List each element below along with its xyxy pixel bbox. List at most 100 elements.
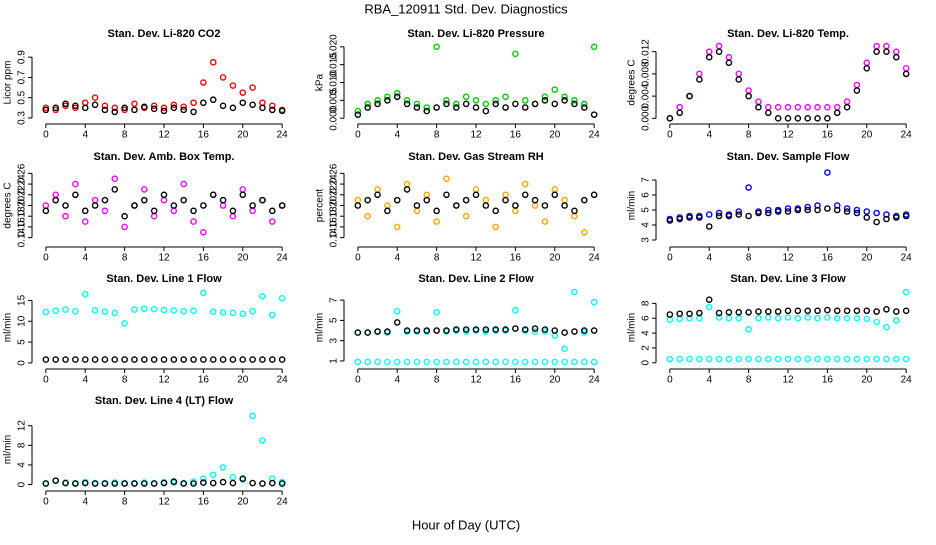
point — [551, 191, 559, 199]
point — [131, 480, 138, 487]
point — [774, 314, 782, 322]
point — [42, 207, 50, 215]
point — [902, 288, 910, 296]
point — [190, 218, 197, 225]
point — [259, 196, 266, 204]
point — [190, 480, 197, 487]
point — [843, 103, 851, 111]
point — [462, 93, 470, 101]
point — [249, 412, 256, 420]
point — [229, 309, 237, 317]
point — [784, 307, 792, 315]
point — [403, 97, 411, 104]
point — [354, 358, 362, 366]
panel-title: Stan. Dev. Gas Stream RH — [408, 151, 544, 163]
point — [686, 355, 693, 363]
point — [551, 100, 559, 108]
x-tick-label: 12 — [782, 130, 794, 141]
point — [765, 109, 772, 117]
point — [229, 207, 237, 215]
point — [72, 356, 79, 363]
point — [784, 208, 792, 215]
point — [141, 305, 148, 313]
point — [200, 228, 207, 236]
point — [209, 308, 217, 315]
point — [462, 100, 470, 108]
point — [81, 290, 89, 298]
point — [131, 356, 138, 363]
x-tick-label: 4 — [706, 253, 712, 264]
point — [91, 356, 99, 363]
y-tick-label: 0.20 — [329, 195, 340, 215]
point — [745, 212, 752, 220]
point — [814, 103, 821, 111]
x-tick-label: 24 — [901, 375, 913, 386]
point — [433, 308, 440, 316]
point — [219, 464, 227, 471]
y-tick-label: 0 — [17, 481, 28, 487]
x-tick-label: 8 — [746, 375, 752, 386]
y-tick-label: 0.14 — [17, 227, 28, 247]
point — [269, 102, 276, 110]
y-tick-label: 8 — [641, 300, 652, 306]
point — [705, 296, 713, 303]
y-tick-label: 5 — [641, 207, 652, 213]
point — [512, 50, 519, 58]
point — [364, 329, 371, 336]
point — [715, 212, 723, 220]
point — [364, 104, 371, 111]
point — [269, 356, 276, 363]
point — [278, 356, 286, 363]
point — [814, 314, 821, 322]
point — [200, 356, 207, 363]
y-axis-label: ml/min — [3, 313, 14, 342]
point — [111, 175, 119, 183]
point — [902, 355, 910, 363]
x-tick-label: 20 — [237, 375, 249, 386]
point — [745, 92, 752, 100]
point — [735, 76, 743, 83]
y-axis-label: ml/min — [627, 191, 638, 220]
point — [180, 196, 187, 204]
y-tick-label: 8 — [17, 442, 28, 448]
point — [72, 180, 79, 188]
point — [269, 218, 276, 225]
x-tick-label: 0 — [43, 130, 49, 141]
point — [521, 104, 529, 111]
x-axis-label: Hour of Day (UTC) — [412, 517, 520, 532]
point — [170, 478, 178, 485]
x-tick-label: 20 — [237, 130, 249, 141]
point — [521, 326, 529, 333]
point — [180, 480, 187, 487]
y-tick-label: 0.004 — [641, 83, 652, 108]
x-tick-label: 8 — [122, 497, 128, 508]
point — [893, 53, 900, 61]
point — [502, 358, 509, 366]
point — [101, 308, 109, 315]
panel-title: Stan. Dev. Line 2 Flow — [418, 273, 534, 285]
point — [824, 355, 831, 363]
point — [259, 437, 266, 444]
x-tick-label: 12 — [782, 253, 794, 264]
point — [715, 209, 723, 217]
y-axis-label: kPa — [315, 73, 326, 91]
point — [551, 86, 559, 93]
point — [893, 214, 900, 221]
x-tick-label: 16 — [510, 253, 522, 264]
y-tick-label: 7 — [641, 177, 652, 183]
point — [715, 48, 723, 55]
point — [443, 327, 450, 334]
point — [433, 358, 440, 366]
point — [200, 202, 207, 209]
point — [170, 356, 178, 363]
point — [101, 207, 109, 215]
point — [686, 314, 693, 322]
point — [590, 298, 598, 306]
point — [804, 314, 811, 321]
point — [755, 209, 762, 217]
point — [453, 326, 460, 333]
point — [551, 327, 559, 334]
y-axis-label: percent — [315, 189, 326, 223]
point — [581, 196, 588, 204]
point — [804, 206, 811, 214]
